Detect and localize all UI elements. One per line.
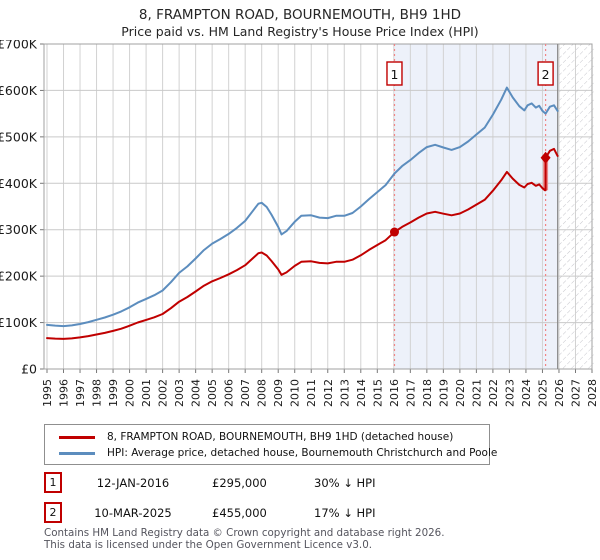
- svg-text:2018: 2018: [421, 379, 434, 407]
- svg-text:2009: 2009: [272, 379, 285, 407]
- svg-text:2015: 2015: [371, 379, 384, 407]
- svg-text:2005: 2005: [206, 379, 219, 407]
- svg-text:2023: 2023: [503, 379, 516, 407]
- svg-text:£700K: £700K: [0, 40, 38, 52]
- svg-text:2013: 2013: [338, 379, 351, 407]
- svg-text:2011: 2011: [305, 379, 318, 407]
- svg-text:2021: 2021: [470, 379, 483, 407]
- svg-text:2022: 2022: [487, 379, 500, 407]
- legend-swatch-hpi: [59, 451, 95, 455]
- sale-1-hpi-delta: 30% ↓ HPI: [314, 475, 376, 490]
- footer-line-1: Contains HM Land Registry data © Crown c…: [44, 527, 445, 539]
- svg-text:£400K: £400K: [0, 176, 38, 191]
- svg-text:2007: 2007: [239, 379, 252, 407]
- svg-text:2025: 2025: [536, 379, 549, 407]
- svg-text:1995: 1995: [41, 379, 54, 407]
- svg-text:2004: 2004: [190, 379, 203, 407]
- sale-2-date: 10-MAR-2025: [94, 505, 172, 520]
- sale-1-date: 12-JAN-2016: [96, 475, 170, 490]
- sale-2-marker-box: 2: [44, 502, 62, 523]
- sale-annotations: 1 12-JAN-2016 £295,000 30% ↓ HPI 2 10-MA…: [44, 472, 375, 532]
- footer-line-2: This data is licensed under the Open Gov…: [44, 538, 373, 551]
- svg-text:2001: 2001: [140, 379, 153, 407]
- svg-text:£300K: £300K: [0, 222, 38, 237]
- svg-text:2012: 2012: [322, 379, 335, 407]
- svg-text:2014: 2014: [355, 379, 368, 407]
- sale-1-marker-box: 1: [44, 472, 62, 493]
- svg-text:2026: 2026: [553, 379, 566, 407]
- svg-text:£500K: £500K: [0, 129, 38, 144]
- svg-text:2017: 2017: [404, 379, 417, 407]
- svg-text:2003: 2003: [173, 379, 186, 407]
- svg-text:1997: 1997: [74, 379, 87, 407]
- legend-row-hpi: HPI: Average price, detached house, Bour…: [51, 445, 497, 461]
- svg-text:2020: 2020: [454, 379, 467, 407]
- price-history-chart: 1995 1996 1997 1998 1999 2000 2001 2002 2003 2004…: [0, 40, 600, 420]
- svg-text:1996: 1996: [58, 379, 71, 407]
- svg-text:2: 2: [542, 67, 550, 82]
- svg-text:£200K: £200K: [0, 269, 38, 284]
- svg-text:2002: 2002: [157, 379, 170, 407]
- svg-text:2016: 2016: [388, 379, 401, 407]
- svg-text:£100K: £100K: [0, 315, 38, 330]
- svg-text:2010: 2010: [289, 379, 302, 407]
- price-history-chart-canvas: 1995 1996 1997 1998 1999 2000 2001 2002 2003 2004…: [0, 40, 599, 407]
- chart-legend: 8, FRAMPTON ROAD, BOURNEMOUTH, BH9 1HD (…: [44, 424, 497, 465]
- sale-annotation-row-1: 1 12-JAN-2016 £295,000 30% ↓ HPI: [44, 472, 375, 493]
- svg-text:£0: £0: [21, 362, 37, 377]
- svg-text:2019: 2019: [437, 379, 450, 407]
- svg-text:2028: 2028: [586, 379, 599, 407]
- legend-row-price-paid: 8, FRAMPTON ROAD, BOURNEMOUTH, BH9 1HD (…: [51, 429, 483, 445]
- svg-text:2000: 2000: [124, 379, 137, 407]
- svg-text:2006: 2006: [223, 379, 236, 407]
- sale-1-price: £295,000: [212, 475, 267, 490]
- sale-2-price: £455,000: [212, 505, 267, 520]
- svg-text:1998: 1998: [91, 379, 104, 407]
- page-subtitle: Price paid vs. HM Land Registry's House …: [121, 23, 479, 39]
- chart-header: 8, FRAMPTON ROAD, BOURNEMOUTH, BH9 1HD P…: [0, 0, 600, 40]
- legend-swatch-price-paid: [59, 435, 95, 439]
- legend-label-hpi: HPI: Average price, detached house, Bour…: [107, 447, 498, 459]
- svg-text:£600K: £600K: [0, 83, 38, 98]
- sale-2-hpi-delta: 17% ↓ HPI: [314, 505, 376, 520]
- sale-annotation-row-2: 2 10-MAR-2025 £455,000 17% ↓ HPI: [44, 502, 375, 523]
- copyright-footer: Contains HM Land Registry data © Crown c…: [44, 527, 445, 551]
- svg-text:2008: 2008: [256, 379, 269, 407]
- legend-label-price-paid: 8, FRAMPTON ROAD, BOURNEMOUTH, BH9 1HD (…: [107, 431, 454, 443]
- page-title: 8, FRAMPTON ROAD, BOURNEMOUTH, BH9 1HD: [138, 7, 462, 23]
- svg-text:2027: 2027: [569, 379, 582, 407]
- svg-text:1999: 1999: [107, 379, 120, 407]
- svg-text:2024: 2024: [520, 379, 533, 407]
- svg-text:1: 1: [391, 67, 399, 82]
